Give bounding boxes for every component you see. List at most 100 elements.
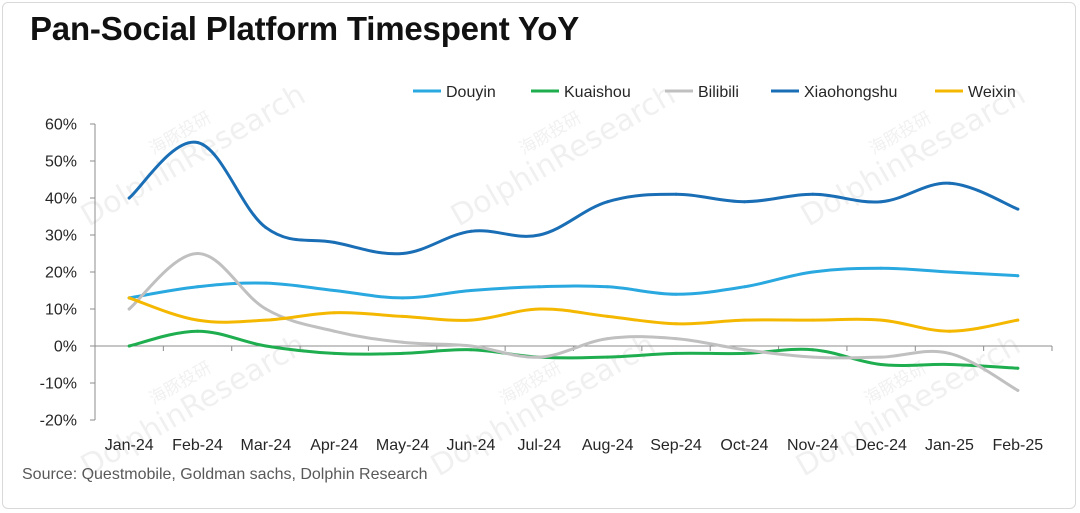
series-line-kuaishou bbox=[127, 329, 1020, 370]
data-point-douyin bbox=[332, 289, 336, 292]
data-point-xiaohongshu bbox=[742, 200, 746, 204]
data-point-kuaishou bbox=[879, 363, 883, 366]
data-point-kuaishou bbox=[469, 348, 473, 352]
data-point-weixin bbox=[947, 329, 951, 333]
data-point-xiaohongshu bbox=[469, 229, 473, 233]
data-point-weixin bbox=[1016, 318, 1020, 322]
y-tick-label: 60% bbox=[45, 117, 77, 134]
data-point-weixin bbox=[332, 311, 336, 315]
data-point-kuaishou bbox=[264, 344, 268, 348]
data-point-bilibili bbox=[264, 307, 268, 311]
data-point-douyin bbox=[606, 285, 610, 289]
data-point-xiaohongshu bbox=[537, 233, 541, 237]
x-tick-label: Sep-24 bbox=[650, 437, 702, 454]
data-point-douyin bbox=[742, 285, 746, 289]
data-point-weixin bbox=[196, 318, 200, 322]
x-tick-label: Feb-24 bbox=[172, 437, 223, 454]
legend-label-bilibili: Bilibili bbox=[698, 84, 739, 101]
data-point-bilibili bbox=[674, 337, 678, 341]
data-point-xiaohongshu bbox=[401, 252, 405, 255]
y-tick-label: 30% bbox=[45, 228, 77, 245]
legend: Douyin Kuaishou Bilibili Xiaohongshu Weixin bbox=[413, 84, 1016, 101]
data-point-xiaohongshu bbox=[127, 196, 131, 200]
data-point-weixin bbox=[264, 318, 268, 322]
data-point-douyin bbox=[674, 292, 678, 296]
y-tick-label: -20% bbox=[40, 413, 77, 430]
x-tick-label: Apr-24 bbox=[310, 437, 358, 454]
data-point-weixin bbox=[879, 318, 883, 322]
x-tick-label: Oct-24 bbox=[720, 437, 768, 454]
data-point-bilibili bbox=[879, 355, 883, 359]
legend-label-kuaishou: Kuaishou bbox=[564, 84, 631, 101]
data-point-kuaishou bbox=[674, 351, 678, 355]
data-point-kuaishou bbox=[127, 344, 131, 348]
watermark-en: DolphinResearch bbox=[75, 327, 311, 484]
x-tick-label: Jun-24 bbox=[447, 437, 496, 454]
data-point-douyin bbox=[879, 266, 883, 270]
data-point-xiaohongshu bbox=[264, 226, 268, 230]
data-point-weixin bbox=[606, 314, 610, 318]
series-line-weixin bbox=[127, 296, 1020, 333]
y-tick-label: 0% bbox=[54, 339, 77, 356]
data-point-kuaishou bbox=[332, 351, 336, 355]
data-point-bilibili bbox=[1016, 388, 1020, 392]
data-point-douyin bbox=[537, 285, 541, 289]
data-point-xiaohongshu bbox=[1016, 207, 1020, 211]
x-tick-label: Aug-24 bbox=[582, 437, 634, 454]
data-point-xiaohongshu bbox=[811, 192, 815, 196]
x-tick-label: Nov-24 bbox=[787, 437, 839, 454]
data-point-xiaohongshu bbox=[606, 200, 610, 204]
x-tick-label: May-24 bbox=[376, 437, 429, 454]
data-point-bilibili bbox=[401, 340, 405, 344]
data-point-weixin bbox=[674, 322, 678, 326]
series-lines bbox=[127, 140, 1020, 392]
data-point-bilibili bbox=[537, 355, 541, 359]
data-point-kuaishou bbox=[196, 329, 200, 333]
data-point-bilibili bbox=[469, 344, 473, 348]
data-point-bilibili bbox=[127, 307, 131, 311]
x-tick-label: Jul-24 bbox=[518, 437, 562, 454]
y-tick-label: 50% bbox=[45, 154, 77, 171]
data-point-kuaishou bbox=[606, 355, 610, 359]
x-tick-label: Jan-25 bbox=[925, 437, 974, 454]
legend-label-douyin: Douyin bbox=[446, 84, 496, 101]
x-tick-label: Mar-24 bbox=[241, 437, 292, 454]
legend-label-weixin: Weixin bbox=[968, 84, 1016, 101]
data-point-weixin bbox=[742, 318, 746, 322]
watermark-en: DolphinResearch bbox=[75, 77, 311, 234]
x-tick-label: Dec-24 bbox=[855, 437, 907, 454]
data-point-xiaohongshu bbox=[674, 192, 678, 196]
data-point-kuaishou bbox=[742, 351, 746, 355]
data-point-bilibili bbox=[332, 329, 336, 333]
data-point-weixin bbox=[127, 296, 131, 300]
data-point-bilibili bbox=[606, 337, 610, 341]
data-point-xiaohongshu bbox=[879, 200, 883, 204]
data-point-weixin bbox=[469, 318, 473, 322]
x-tick-label: Jan-24 bbox=[105, 437, 154, 454]
data-point-douyin bbox=[469, 289, 473, 292]
data-point-kuaishou bbox=[811, 348, 815, 352]
data-point-xiaohongshu bbox=[947, 181, 951, 185]
series-line-douyin bbox=[127, 266, 1020, 300]
y-tick-label: 20% bbox=[45, 265, 77, 282]
data-point-douyin bbox=[1016, 274, 1020, 278]
data-point-weixin bbox=[811, 318, 815, 322]
data-point-bilibili bbox=[742, 348, 746, 352]
x-tick-label: Feb-25 bbox=[992, 437, 1043, 454]
data-point-xiaohongshu bbox=[332, 240, 336, 244]
data-point-douyin bbox=[196, 285, 200, 289]
data-point-bilibili bbox=[947, 351, 951, 355]
y-tick-label: -10% bbox=[40, 376, 77, 393]
data-point-kuaishou bbox=[401, 351, 405, 355]
series-line-xiaohongshu bbox=[127, 140, 1020, 256]
data-point-kuaishou bbox=[1016, 366, 1020, 370]
data-point-douyin bbox=[811, 270, 815, 274]
y-tick-label: 10% bbox=[45, 302, 77, 319]
data-point-douyin bbox=[264, 281, 268, 285]
